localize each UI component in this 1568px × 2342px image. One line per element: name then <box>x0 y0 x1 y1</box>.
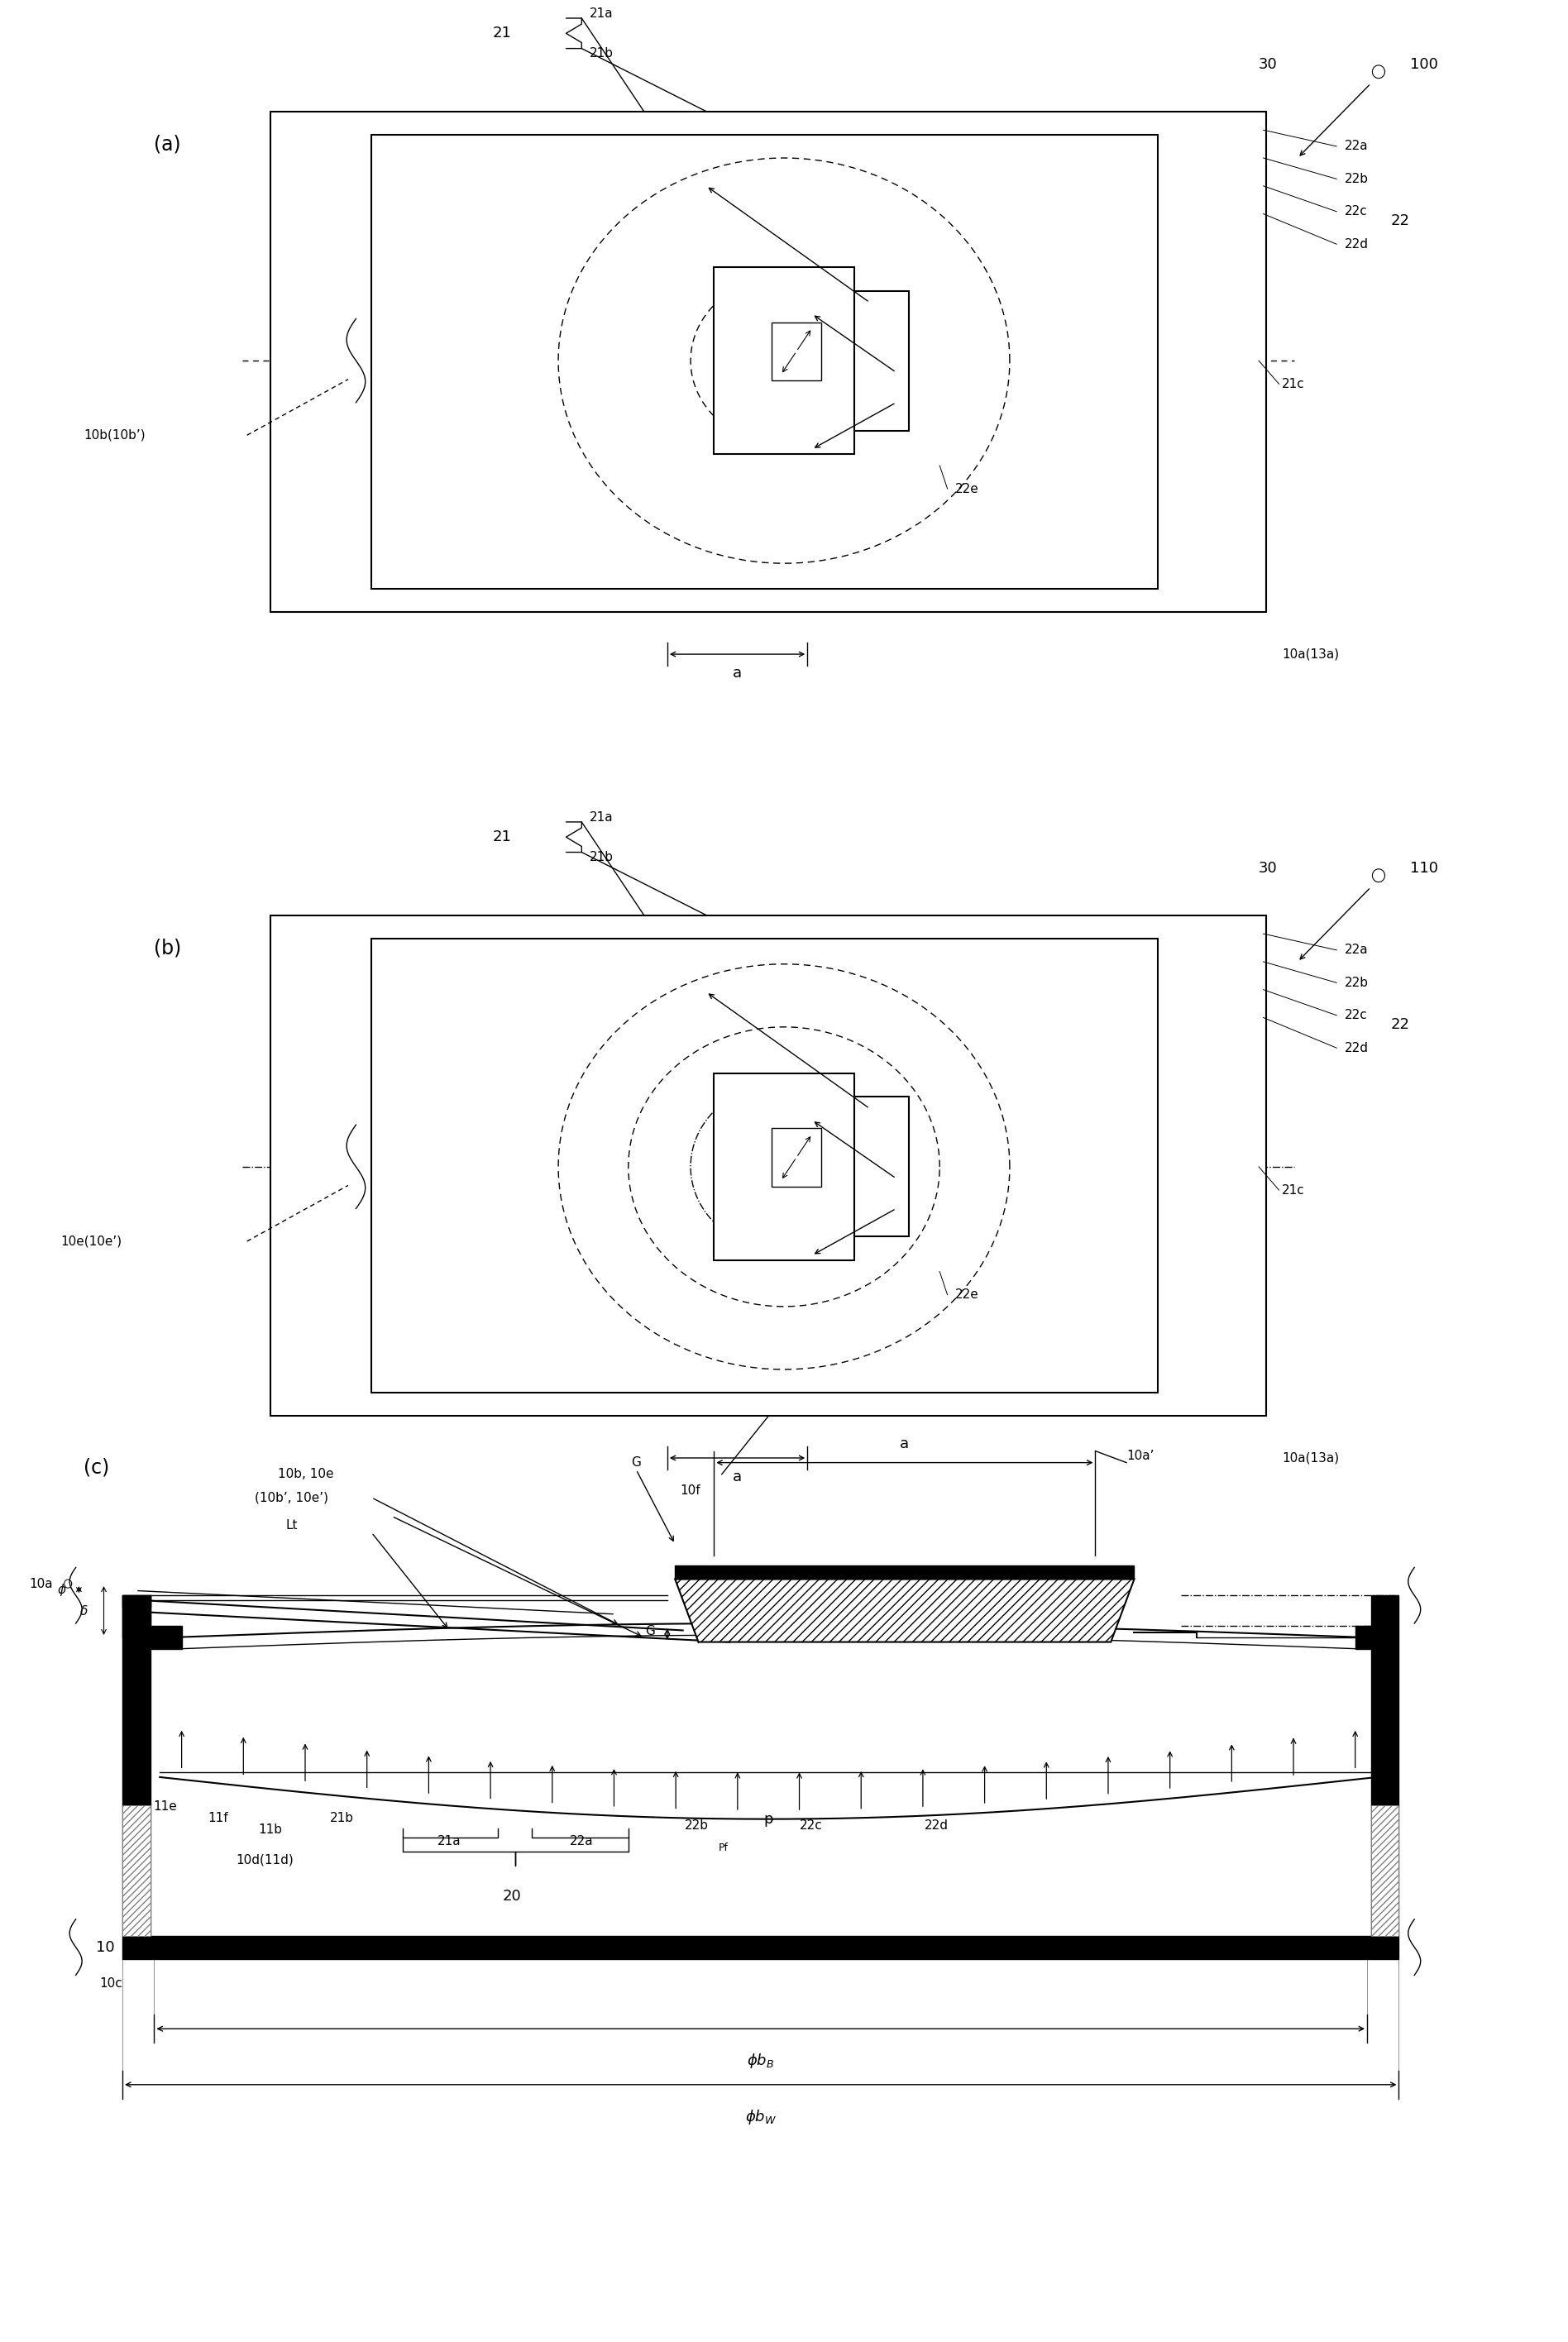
Bar <box>771 323 822 379</box>
Text: $\delta$: $\delta$ <box>80 1604 88 1618</box>
Text: 110: 110 <box>1410 862 1438 876</box>
Bar <box>713 267 855 454</box>
Bar <box>122 1806 151 1934</box>
Text: G: G <box>644 1625 655 1637</box>
Text: 10a(13a): 10a(13a) <box>1283 649 1339 660</box>
Text: 21b: 21b <box>590 850 613 864</box>
Text: 10d(11d): 10d(11d) <box>237 1855 293 1867</box>
Text: G: G <box>632 1457 641 1468</box>
Text: 22: 22 <box>1391 1016 1410 1033</box>
Text: 10: 10 <box>96 1939 114 1956</box>
Text: 22a: 22a <box>569 1836 594 1848</box>
Text: a: a <box>732 665 742 682</box>
Text: 22: 22 <box>1391 213 1410 227</box>
Text: 11e: 11e <box>154 1801 177 1813</box>
Text: a: a <box>900 1436 909 1452</box>
Polygon shape <box>676 1579 1134 1642</box>
Bar <box>1370 1806 1399 1934</box>
Text: 21c: 21c <box>1283 377 1305 391</box>
Text: 10c: 10c <box>99 1977 122 1991</box>
Bar <box>713 1073 855 1260</box>
Bar <box>372 939 1157 1393</box>
Text: p: p <box>764 1813 773 1827</box>
Text: $b_B$: $b_B$ <box>881 311 895 326</box>
Text: Pf: Pf <box>718 1843 729 1853</box>
Text: (b): (b) <box>154 939 182 958</box>
Text: 10e(10e’): 10e(10e’) <box>60 1234 122 1248</box>
Text: 22e: 22e <box>955 482 978 494</box>
Text: 21a: 21a <box>590 810 613 824</box>
Text: $\phi$: $\phi$ <box>56 1581 66 1597</box>
Text: 21c: 21c <box>1283 1183 1305 1197</box>
Text: 30: 30 <box>1259 56 1278 73</box>
Text: a: a <box>732 1468 742 1485</box>
Text: 10a(13a): 10a(13a) <box>1283 1452 1339 1464</box>
Text: 10b, 10e: 10b, 10e <box>278 1468 334 1480</box>
Text: 30: 30 <box>1259 862 1278 876</box>
Text: 22c: 22c <box>1344 206 1367 218</box>
Text: 21: 21 <box>492 26 511 40</box>
Text: 10b(10b’): 10b(10b’) <box>83 429 146 440</box>
Text: 10a: 10a <box>30 1579 53 1590</box>
Text: 22e: 22e <box>955 1288 978 1302</box>
Bar <box>372 136 1157 588</box>
Text: 22c: 22c <box>1344 1009 1367 1021</box>
Text: 20: 20 <box>502 1890 521 1904</box>
Text: Lt: Lt <box>285 1520 298 1532</box>
Text: 10a’: 10a’ <box>1126 1450 1154 1461</box>
Text: 22a: 22a <box>1344 944 1367 956</box>
Text: 22c: 22c <box>800 1820 823 1831</box>
Text: 21b: 21b <box>329 1813 353 1824</box>
Text: 21: 21 <box>492 829 511 845</box>
Text: 21b: 21b <box>590 47 613 59</box>
Bar <box>270 112 1267 611</box>
Text: 11b: 11b <box>257 1824 282 1836</box>
Bar <box>855 290 908 431</box>
Text: 21a: 21a <box>437 1836 461 1848</box>
Text: 11f: 11f <box>209 1813 229 1824</box>
Text: 22b: 22b <box>1344 977 1369 988</box>
Text: 22d: 22d <box>924 1820 949 1831</box>
Bar <box>771 1129 822 1187</box>
Text: $b_B$: $b_B$ <box>881 1117 895 1134</box>
Text: 22d: 22d <box>1344 1042 1369 1054</box>
Text: 21a: 21a <box>590 7 613 19</box>
Bar <box>270 916 1267 1417</box>
Text: $\phi b_W$: $\phi b_W$ <box>745 2108 776 2127</box>
Text: $\phi b_B$: $\phi b_B$ <box>746 2052 775 2070</box>
Bar <box>855 1096 908 1237</box>
Text: 22b: 22b <box>1344 173 1369 185</box>
Text: (c): (c) <box>83 1457 110 1478</box>
Text: 22a: 22a <box>1344 141 1367 152</box>
Text: 22d: 22d <box>1344 239 1369 251</box>
Text: 100: 100 <box>1410 56 1438 73</box>
Text: 10f: 10f <box>681 1485 701 1497</box>
Text: 22b: 22b <box>684 1820 709 1831</box>
Text: (10b’, 10e’): (10b’, 10e’) <box>254 1492 328 1504</box>
Text: (a): (a) <box>154 136 180 155</box>
